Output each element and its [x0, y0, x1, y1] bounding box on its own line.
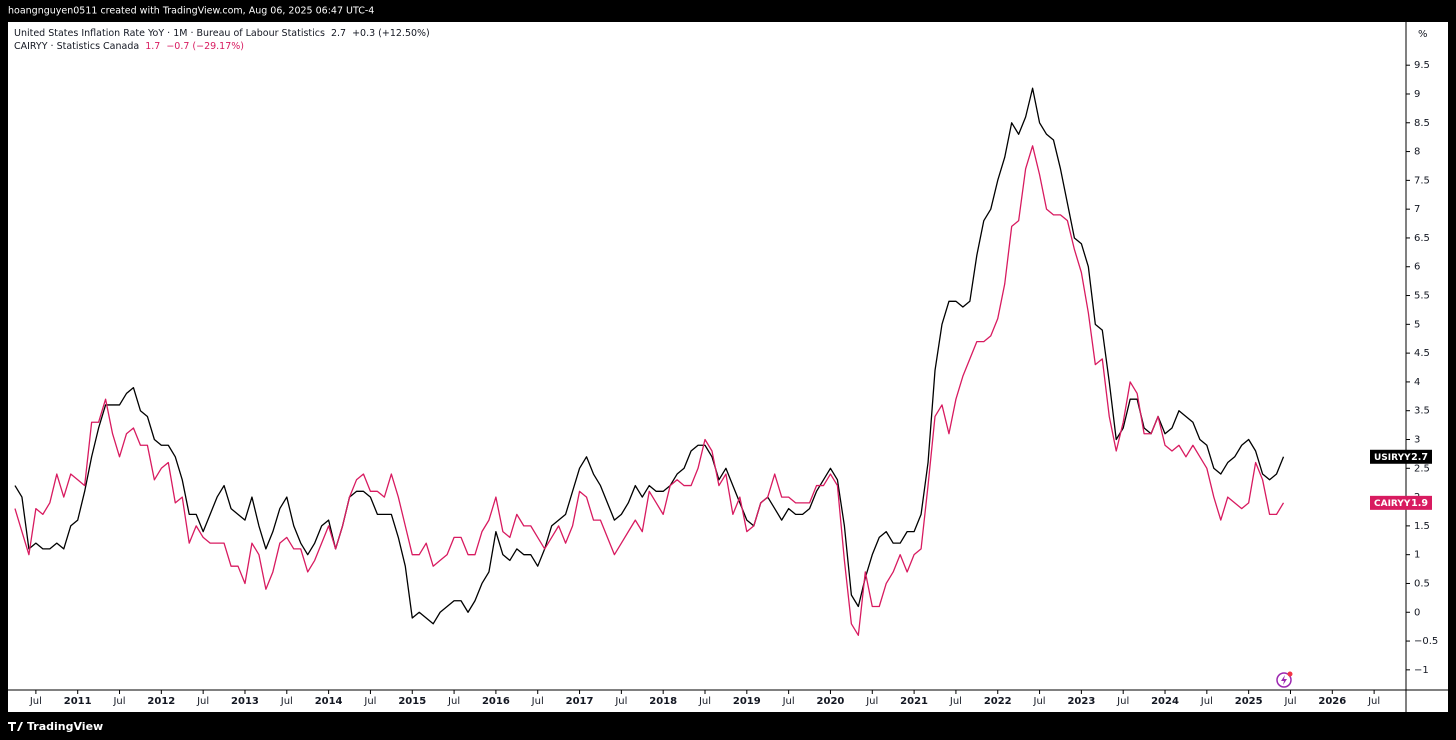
- x-tick-label: 2013: [231, 696, 259, 707]
- x-tick-label: 2026: [1318, 696, 1346, 707]
- legend-change: −0.7 (−29.17%): [166, 41, 244, 52]
- x-tick-label: Jul: [1033, 696, 1046, 707]
- x-tick-label: 2025: [1235, 696, 1263, 707]
- y-tick-label: 5: [1414, 319, 1420, 330]
- price-tag-value: 2.7: [1411, 452, 1428, 463]
- x-tick-label: 2015: [398, 696, 426, 707]
- price-tag: CAIRYY 1.9: [1370, 495, 1432, 510]
- y-tick-label: −1: [1414, 665, 1429, 676]
- x-tick-label: Jul: [1367, 696, 1380, 707]
- x-tick-label: 2014: [315, 696, 343, 707]
- y-tick-label: 6: [1414, 262, 1420, 273]
- price-tag-symbol: USIRYY: [1374, 453, 1411, 463]
- x-tick-label: 2020: [817, 696, 845, 707]
- x-tick-label: 2012: [147, 696, 175, 707]
- x-tick-label: 2016: [482, 696, 510, 707]
- y-tick-label: 7.5: [1414, 175, 1430, 186]
- legend-name: United States Inflation Rate YoY · 1M · …: [14, 28, 325, 39]
- y-tick-label: 7: [1414, 204, 1420, 215]
- legend: United States Inflation Rate YoY · 1M · …: [14, 27, 430, 53]
- y-tick-label: 9: [1414, 89, 1420, 100]
- x-tick-label: Jul: [1200, 696, 1213, 707]
- y-tick-label: 4.5: [1414, 348, 1430, 359]
- price-tag-value: 1.9: [1411, 498, 1428, 509]
- y-tick-label: 0.5: [1414, 578, 1430, 589]
- x-tick-label: Jul: [698, 696, 711, 707]
- legend-name: CAIRYY · Statistics Canada: [14, 41, 140, 52]
- price-tag: USIRYY 2.7: [1370, 449, 1432, 464]
- y-tick-label: 3.5: [1414, 406, 1430, 417]
- legend-value: 2.7: [330, 28, 347, 39]
- header: hoangnguyen0511 created with TradingView…: [8, 6, 374, 17]
- footer: TradingView: [27, 720, 103, 733]
- y-tick-label: 8.5: [1414, 118, 1430, 129]
- y-unit: %: [1418, 29, 1428, 40]
- y-tick-label: 5.5: [1414, 291, 1430, 302]
- x-tick-label: Jul: [865, 696, 878, 707]
- x-tick-label: 2011: [64, 696, 92, 707]
- x-tick-label: Jul: [363, 696, 376, 707]
- x-tick-label: Jul: [112, 696, 125, 707]
- y-tick-label: 3: [1414, 435, 1420, 446]
- x-tick-label: 2023: [1067, 696, 1095, 707]
- logo: [8, 722, 23, 731]
- x-tick-label: Jul: [614, 696, 627, 707]
- x-tick-label: Jul: [1116, 696, 1129, 707]
- x-tick-label: Jul: [196, 696, 209, 707]
- series-line: [14, 87, 1285, 625]
- x-tick-label: 2022: [984, 696, 1012, 707]
- y-tick-label: 0: [1414, 607, 1420, 618]
- legend-row: CAIRYY · Statistics Canada 1.7 −0.7 (−29.1…: [14, 40, 430, 53]
- price-tag-bg: [1370, 449, 1432, 464]
- x-tick-label: 2024: [1151, 696, 1179, 707]
- price-tag-symbol: CAIRYY: [1374, 499, 1411, 509]
- y-tick-label: 2.5: [1414, 463, 1430, 474]
- lightning-icon: [1276, 671, 1293, 688]
- legend-value: 1.7: [145, 41, 161, 52]
- y-tick-label: 9.5: [1414, 60, 1430, 71]
- x-tick-label: 2018: [649, 696, 677, 707]
- x-tick-label: 2021: [900, 696, 928, 707]
- y-tick-label: 4: [1414, 377, 1420, 388]
- y-tick-label: 6.5: [1414, 233, 1430, 244]
- x-tick-label: 2019: [733, 696, 761, 707]
- y-tick-label: 1.5: [1414, 521, 1430, 532]
- price-tag-bg: [1370, 495, 1432, 510]
- x-tick-label: 2017: [566, 696, 594, 707]
- x-tick-label: Jul: [1283, 696, 1296, 707]
- series-line: [14, 145, 1285, 636]
- x-tick-label: Jul: [280, 696, 293, 707]
- x-tick-label: Jul: [447, 696, 460, 707]
- y-tick-label: 1: [1414, 550, 1420, 561]
- y-tick-label: −0.5: [1414, 636, 1438, 647]
- y-tick-label: 8: [1414, 147, 1420, 158]
- x-tick-label: Jul: [531, 696, 544, 707]
- chart-background: [8, 22, 1448, 712]
- legend-change: +0.3 (+12.50%): [352, 28, 430, 39]
- legend-row: United States Inflation Rate YoY · 1M · …: [14, 27, 430, 40]
- x-tick-label: Jul: [29, 696, 42, 707]
- x-tick-label: Jul: [949, 696, 962, 707]
- x-tick-label: Jul: [782, 696, 795, 707]
